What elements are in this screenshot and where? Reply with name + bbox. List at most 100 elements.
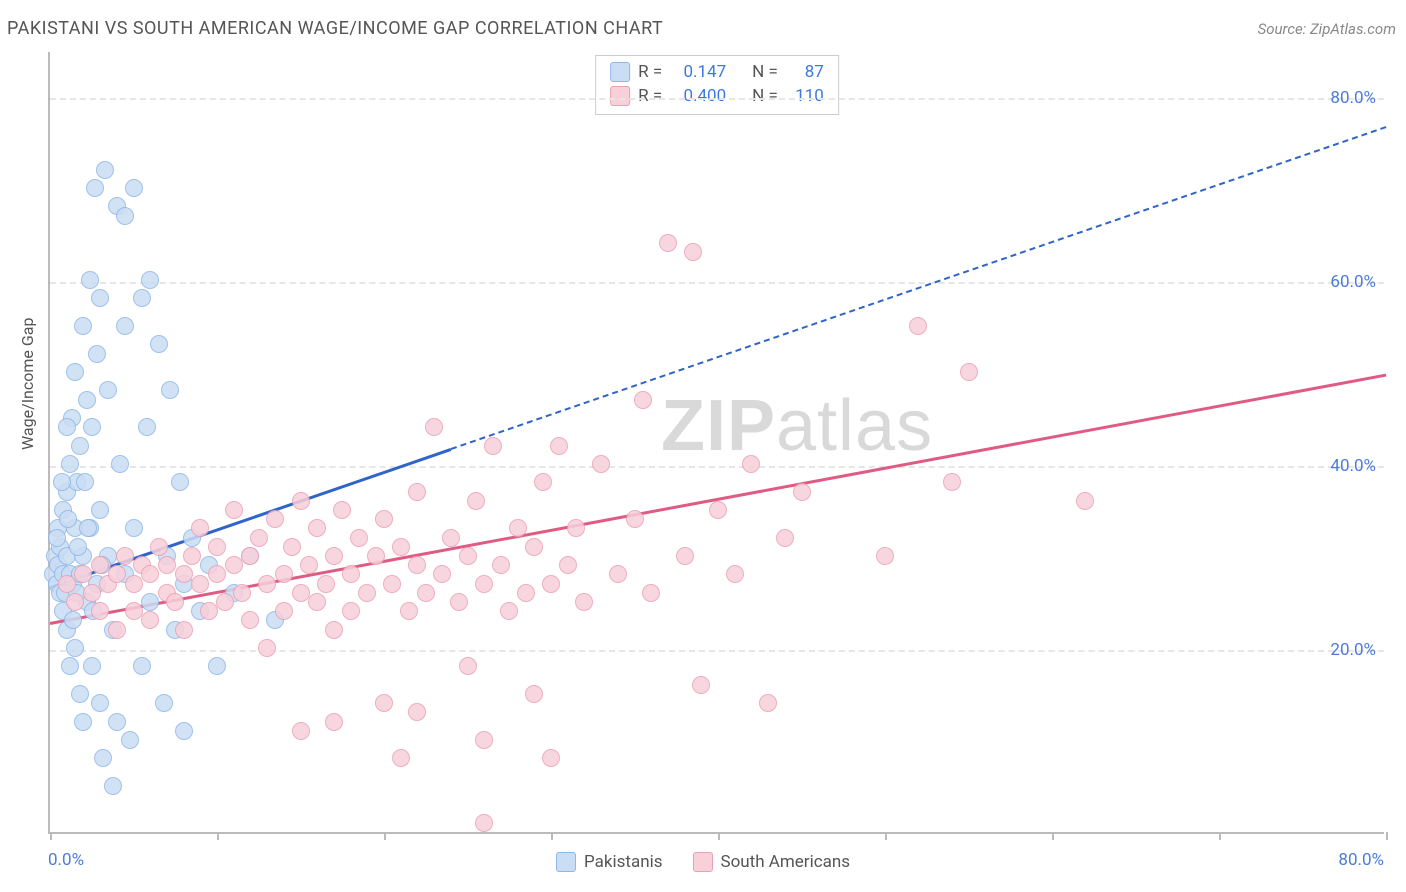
data-point [71,685,89,703]
data-point [659,234,677,252]
data-point [116,317,134,335]
data-point [125,519,143,537]
data-point [79,519,97,537]
data-point [208,538,226,556]
data-point [292,584,310,602]
source-label: Source: ZipAtlas.com [1258,20,1396,38]
data-point [58,418,76,436]
x-axis-start-label: 0.0% [48,850,84,870]
data-point [726,565,744,583]
data-point [108,621,126,639]
data-point [542,749,560,767]
data-point [943,473,961,491]
data-point [342,602,360,620]
y-tick-label: 80.0% [1330,88,1376,108]
data-point [500,602,518,620]
data-point [141,611,159,629]
data-point [175,621,193,639]
data-point [459,547,477,565]
stats-n-value: 110 [786,84,824,108]
data-point [108,713,126,731]
data-point [133,657,151,675]
data-point [475,814,493,832]
data-point [333,501,351,519]
data-point [76,473,94,491]
data-point [91,602,109,620]
stats-n-value: 87 [786,60,824,84]
data-point [909,317,927,335]
data-point [59,510,77,528]
data-point [141,271,159,289]
data-point [776,529,794,547]
data-point [241,611,259,629]
data-point [225,556,243,574]
x-tick [1386,832,1388,840]
data-point [793,483,811,501]
legend-item: South Americans [692,852,850,872]
data-point [684,243,702,261]
gridline [50,650,1384,652]
data-point [108,565,126,583]
data-point [150,335,168,353]
data-point [171,473,189,491]
data-point [191,575,209,593]
data-point [258,639,276,657]
gridline [50,282,1384,284]
data-point [81,271,99,289]
stats-row: R =0.400N =110 [610,84,824,108]
data-point [208,657,226,675]
data-point [308,519,326,537]
data-point [125,602,143,620]
data-point [325,713,343,731]
data-point [64,611,82,629]
data-point [275,565,293,583]
data-point [358,584,376,602]
data-point [241,547,259,565]
stats-n-label: N = [752,84,778,108]
data-point [74,317,92,335]
data-point [88,345,106,363]
data-point [111,455,129,473]
data-point [459,657,477,675]
data-point [450,593,468,611]
data-point [567,519,585,537]
data-point [442,529,460,547]
chart-title: PAKISTANI VS SOUTH AMERICAN WAGE/INCOME … [7,18,663,39]
data-point [91,556,109,574]
x-tick [885,832,887,840]
data-point [91,289,109,307]
x-tick [217,832,219,840]
x-axis-end-label: 80.0% [1338,850,1384,870]
data-point [125,575,143,593]
data-point [141,565,159,583]
gridline [50,98,1384,100]
data-point [133,289,151,307]
data-point [216,593,234,611]
legend: PakistanisSouth Americans [556,852,850,872]
data-point [66,363,84,381]
data-point [125,179,143,197]
stats-r-label: R = [638,60,662,84]
gridline [50,466,1384,468]
data-point [155,694,173,712]
data-point [91,501,109,519]
data-point [367,547,385,565]
data-point [325,621,343,639]
data-point [91,694,109,712]
x-tick [1219,832,1221,840]
data-point [96,161,114,179]
stats-r-label: R = [638,84,662,108]
data-point [742,455,760,473]
data-point [642,584,660,602]
data-point [138,418,156,436]
x-tick [1052,832,1054,840]
data-point [325,547,343,565]
data-point [66,593,84,611]
data-point [592,455,610,473]
data-point [417,584,435,602]
data-point [116,207,134,225]
data-point [317,575,335,593]
data-point [116,547,134,565]
data-point [292,722,310,740]
chart-header: PAKISTANI VS SOUTH AMERICAN WAGE/INCOME … [7,18,1396,46]
